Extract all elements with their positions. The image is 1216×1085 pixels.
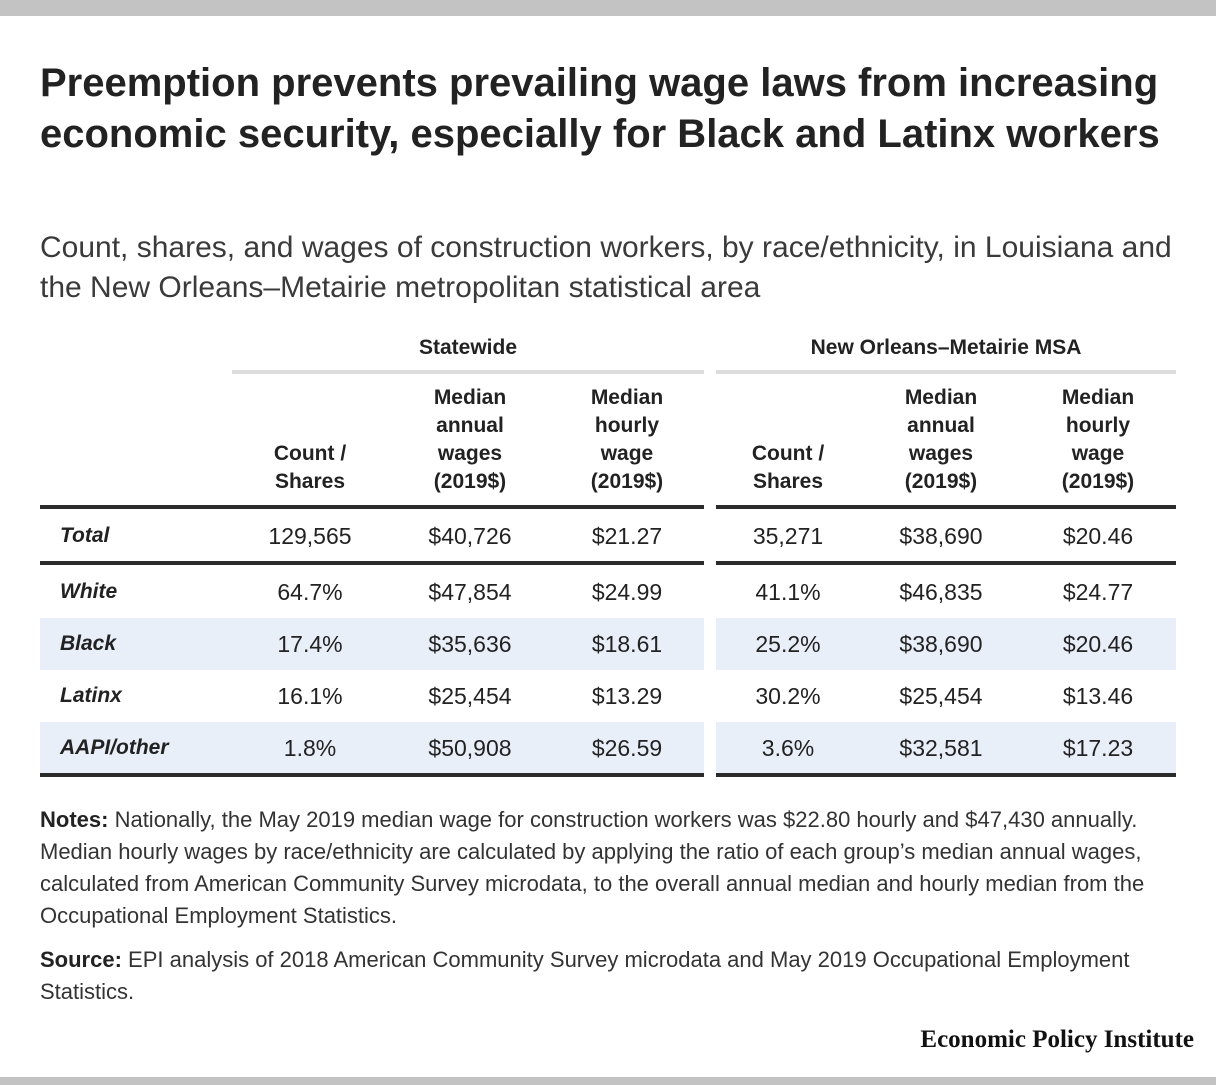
row-label: Black xyxy=(60,632,117,655)
row-label: Total xyxy=(60,524,110,547)
total-rule-statewide xyxy=(40,561,704,565)
table-cell-msa: $13.46 xyxy=(1062,683,1134,709)
source: Source: EPI analysis of 2018 American Co… xyxy=(40,947,1130,1004)
col-header-msa-count: Count / Shares xyxy=(751,442,825,493)
table-cell-msa: $20.46 xyxy=(1062,631,1134,657)
row-shade-msa xyxy=(716,618,1176,670)
bottom-frame-bar xyxy=(0,1077,1216,1085)
notes: Notes: Nationally, the May 2019 median w… xyxy=(40,807,1145,928)
table-cell-msa: 30.2% xyxy=(755,683,821,709)
row-label: White xyxy=(60,580,118,603)
table-cell-statewide: 16.1% xyxy=(277,683,343,709)
col-header-statewide-count: Count / Shares xyxy=(273,442,347,493)
bottom-rule-msa xyxy=(716,773,1176,777)
table-cell-statewide: $47,854 xyxy=(428,579,512,605)
header-rule-statewide xyxy=(40,505,704,509)
table-cell-statewide: $35,636 xyxy=(428,631,512,657)
table-cell-statewide: $24.99 xyxy=(591,579,663,605)
bottom-rule-statewide xyxy=(40,773,704,777)
chart-subtitle: Count, shares, and wages of construction… xyxy=(40,231,1172,304)
table-cell-msa: 35,271 xyxy=(752,523,824,549)
table-cell-statewide: $18.61 xyxy=(591,631,663,657)
col-header-msa-annual: Median annual wages (2019$) xyxy=(904,386,978,493)
group-rule-statewide xyxy=(232,370,704,374)
table-cell-msa: $24.77 xyxy=(1062,579,1134,605)
group-rule-msa xyxy=(716,370,1176,374)
table-cell-msa: $38,690 xyxy=(899,523,983,549)
table-cell-msa: $38,690 xyxy=(899,631,983,657)
table-cell-statewide: 129,565 xyxy=(268,523,352,549)
col-header-msa-hourly: Median hourly wage (2019$) xyxy=(1061,386,1135,493)
row-shade-msa xyxy=(716,722,1176,774)
table-cell-msa: 25.2% xyxy=(755,631,821,657)
table-cell-statewide: 1.8% xyxy=(283,735,337,761)
total-rule-msa xyxy=(716,561,1176,565)
chart-title: Preemption prevents prevailing wage laws… xyxy=(40,61,1160,156)
table-cell-statewide: 17.4% xyxy=(277,631,343,657)
table-cell-msa: 41.1% xyxy=(755,579,821,605)
col-header-statewide-hourly: Median hourly wage (2019$) xyxy=(590,386,664,493)
group-label-msa: New Orleans–Metairie MSA xyxy=(810,336,1082,359)
table-cell-msa: $17.23 xyxy=(1062,735,1134,761)
table-cell-statewide: $25,454 xyxy=(428,683,512,709)
row-shade-statewide xyxy=(40,618,704,670)
epi-logo: Economic Policy Institute xyxy=(920,1026,1194,1053)
table-cell-msa: $20.46 xyxy=(1062,523,1134,549)
table-cell-msa: $46,835 xyxy=(899,579,983,605)
row-shade-statewide xyxy=(40,722,704,774)
header-rule-msa xyxy=(716,505,1176,509)
row-label: Latinx xyxy=(60,684,122,707)
row-label: AAPI/other xyxy=(60,736,169,759)
table-cell-statewide: 64.7% xyxy=(277,579,343,605)
table-cell-msa: $32,581 xyxy=(899,735,983,761)
table-cell-statewide: $40,726 xyxy=(428,523,512,549)
table-cell-msa: 3.6% xyxy=(761,735,815,761)
col-header-statewide-annual: Median annual wages (2019$) xyxy=(433,386,507,493)
table-cell-statewide: $26.59 xyxy=(591,735,663,761)
top-frame-bar xyxy=(0,0,1216,16)
group-label-statewide: Statewide xyxy=(418,336,518,359)
table-cell-msa: $25,454 xyxy=(899,683,983,709)
table-cell-statewide: $13.29 xyxy=(591,683,663,709)
table-cell-statewide: $50,908 xyxy=(428,735,512,761)
table-cell-statewide: $21.27 xyxy=(591,523,663,549)
